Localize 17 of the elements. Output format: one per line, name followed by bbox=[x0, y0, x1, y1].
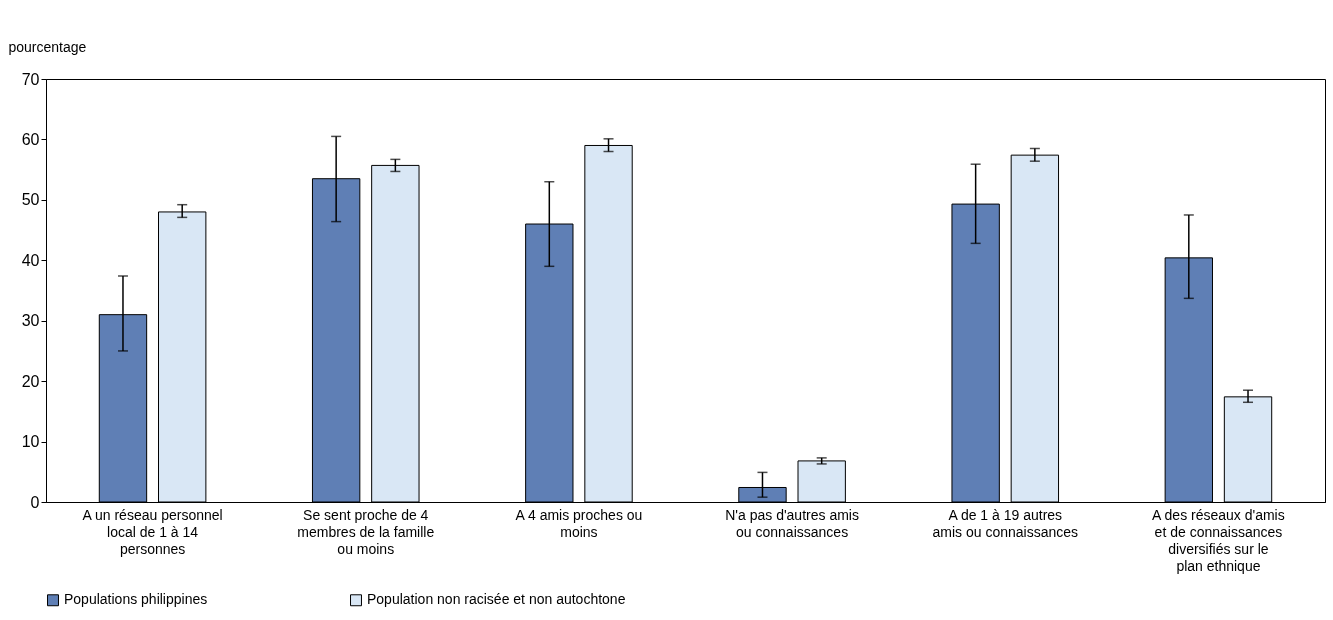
y-axis-title: pourcentage bbox=[8, 38, 87, 55]
x-tick-label: A 4 amis proches ou moins bbox=[515, 506, 643, 540]
x-tick-label: Se sent proche de 4 membres de la famille ou moins bbox=[297, 506, 435, 557]
x-tick-label: A de 1 à 19 autres amis ou connaissances bbox=[932, 506, 1079, 540]
y-tick-label: 60 bbox=[21, 130, 40, 148]
y-tick-label: 70 bbox=[21, 70, 40, 88]
y-tick-label: 50 bbox=[21, 191, 40, 209]
x-tick-label: A un réseau personnel local de 1 à 14 personnes bbox=[82, 506, 223, 557]
y-tick-label: 10 bbox=[21, 433, 40, 451]
y-tick-label: 40 bbox=[21, 251, 40, 269]
y-tick-label: 0 bbox=[30, 493, 40, 511]
x-tick-label: A des réseaux d'amis et de connaissances diversifiés sur le plan ethnique bbox=[1152, 506, 1285, 574]
legend-label: Population non racisée et non autochtone bbox=[367, 591, 626, 608]
y-tick-label: 20 bbox=[21, 372, 40, 390]
y-tick-label: 30 bbox=[21, 312, 40, 330]
x-tick-label: N'a pas d'autres amis ou connaissances bbox=[725, 506, 859, 540]
legend-label: Populations philippines bbox=[64, 591, 208, 608]
